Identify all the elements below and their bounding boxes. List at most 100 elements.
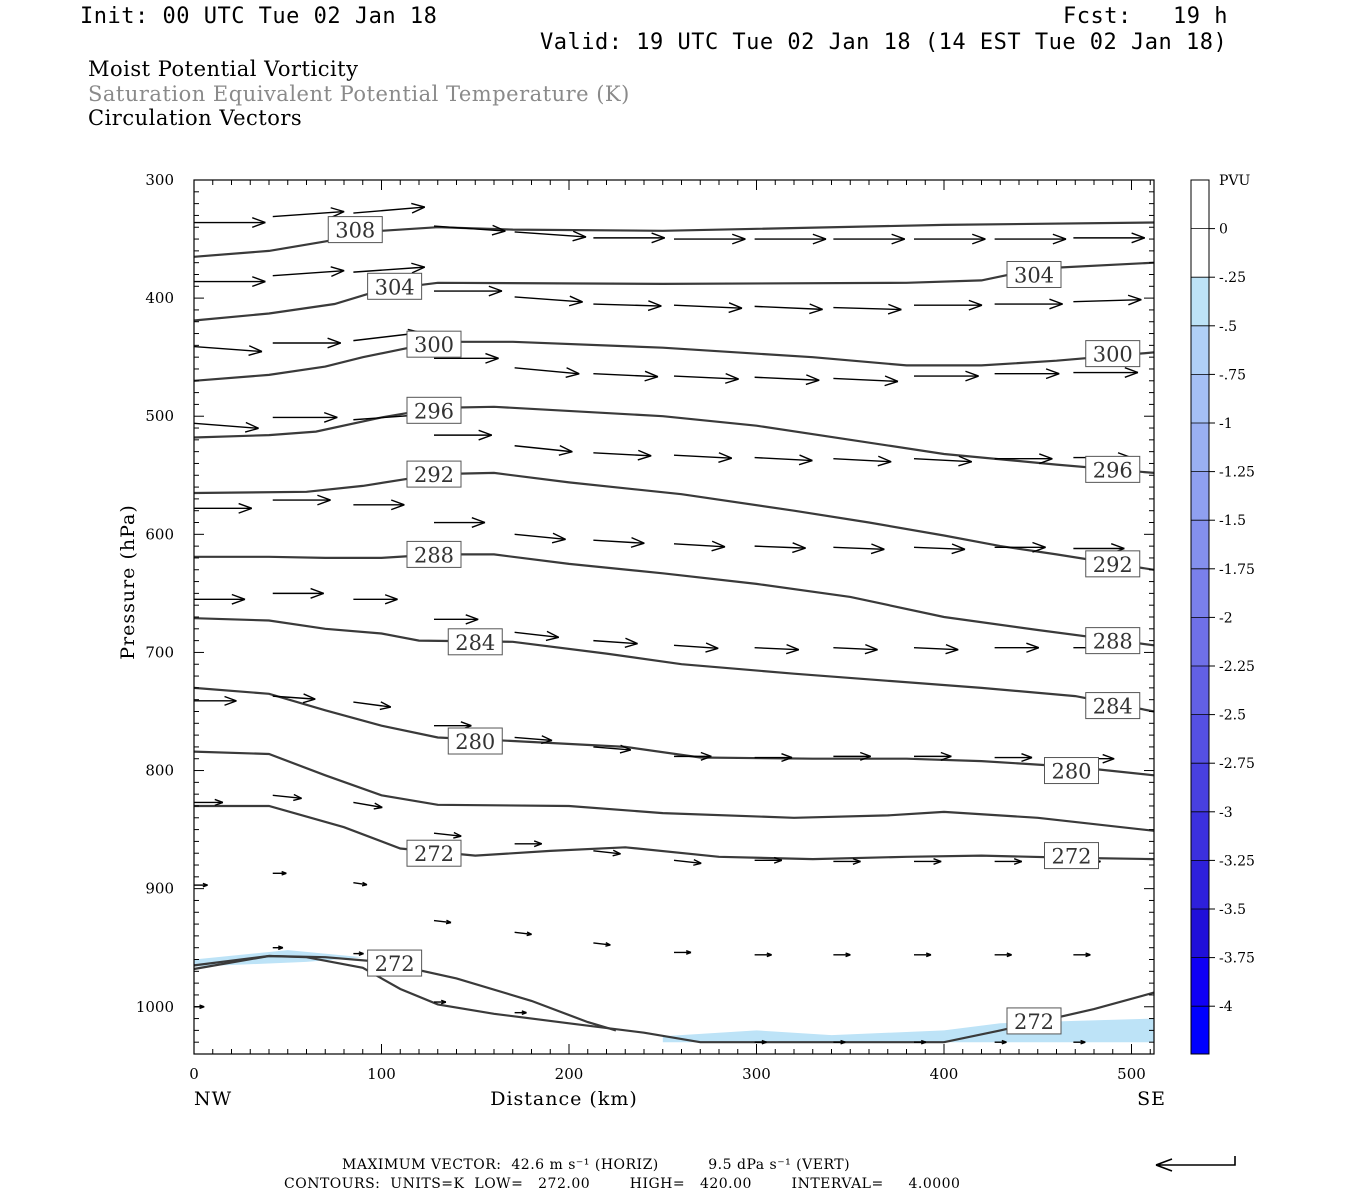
circulation-vector [514,230,587,242]
x-axis-title: Distance (km) [490,1088,638,1110]
contour-label: 300 [406,330,462,358]
circulation-vector [994,541,1046,553]
colorbar-label: -3.5 [1219,902,1246,918]
colorbar-swatch [1191,325,1209,375]
circulation-vector [674,751,712,761]
circulation-vector [194,798,224,807]
contour-label: 284 [447,628,503,656]
colorbar-swatch [1191,666,1209,715]
circulation-vector [754,542,806,554]
circulation-vector [833,1039,846,1045]
contour-line-288 [194,553,1155,647]
circulation-vector [914,233,986,245]
contour-label: 272 [1006,1007,1062,1035]
circulation-vector [994,1039,1007,1045]
circulation-vector [434,285,503,297]
valid-time: Valid: 19 UTC Tue 02 Jan 18 (14 EST Tue … [540,30,1228,55]
colorbar-swatch [1191,714,1209,764]
circulation-vector [1073,232,1146,244]
circulation-vector [1073,367,1139,378]
circulation-vector [593,744,632,754]
circulation-vector [434,614,479,625]
circulation-vector [194,695,237,706]
circulation-vector [514,630,560,642]
colorbar-label: -.25 [1219,270,1246,286]
colorbar-unit: PVU [1219,173,1251,189]
circulation-vector [673,302,743,314]
circulation-vector [673,452,733,463]
colorbar-swatch [1191,617,1209,666]
contour-label: 292 [1085,550,1141,578]
circulation-vector [272,411,338,423]
circulation-vector [673,642,719,653]
circulation-vector [674,233,746,245]
contour-label-text: 280 [455,730,495,754]
circulation-vector [833,952,851,958]
circulation-vector [353,499,405,511]
contour-label-text: 308 [335,219,375,243]
circulation-vector [593,300,662,312]
circulation-vector [514,735,553,745]
circulation-vector [994,368,1060,380]
circulation-vector [194,217,266,228]
colorbar-swatch [1191,909,1209,958]
colorbar-swatch [1191,471,1209,521]
circulation-vector [914,858,942,865]
contour-label-text: 296 [1093,458,1133,482]
colorbar-label: -.5 [1219,319,1237,335]
contour-label-text: 296 [414,399,454,423]
contour-line-300 [193,340,1155,382]
circulation-vector [272,266,345,278]
circulation-vector [833,375,899,387]
circulation-vector [193,421,259,433]
contour-label: 272 [406,839,462,867]
contour-label-text: 288 [414,543,454,567]
colorbar-swatch [1191,763,1209,812]
circulation-vector [272,494,331,506]
circulation-vector [272,793,302,802]
circulation-vector [593,449,652,461]
circulation-vector [673,540,726,552]
circulation-vector [833,643,878,655]
contour-label-text: 304 [375,275,415,299]
contour-label: 272 [367,949,423,977]
colorbar-swatch [1191,520,1209,569]
circulation-vector [593,849,621,857]
forecast-hour: Fcst: 19 h [1063,4,1228,29]
circulation-vector [994,298,1063,310]
circulation-vector [194,882,208,888]
circulation-vector [353,951,364,956]
contour-label-text: 292 [414,463,454,487]
circulation-vector [194,502,253,514]
colorbar-swatch [1191,811,1209,861]
x-end-label-left: NW [194,1088,232,1110]
contour-line-308 [193,221,1155,258]
circulation-vector [1073,1039,1086,1045]
contour-label-text: 304 [1014,263,1054,287]
contour-line-0 [193,954,1155,1044]
circulation-vector [272,587,324,599]
circulation-vector [353,881,368,887]
colorbar-swatch [1191,277,1209,326]
y-tick-label: 400 [145,289,174,307]
circulation-vector [913,543,966,555]
circulation-vector [514,840,543,848]
colorbar-label: -1.25 [1219,465,1255,481]
contour-label: 272 [1044,842,1099,870]
y-tick-label: 800 [145,762,174,780]
contour-label: 300 [1085,340,1141,368]
circulation-vector [514,1010,527,1016]
contour-label: 308 [327,216,383,244]
circulation-vector [272,207,345,218]
circulation-vector [833,303,902,315]
reference-vector-arrow [1155,1156,1236,1172]
contour-label-text: 292 [1093,553,1133,577]
contour-line-284 [193,617,1155,713]
contour-label-text: 300 [414,333,454,357]
x-tick-label: 500 [1117,1065,1146,1083]
circulation-vector [833,455,892,467]
x-tick-label: 200 [555,1065,584,1083]
circulation-vector [514,367,580,379]
colorbar-label: -3 [1219,805,1233,821]
